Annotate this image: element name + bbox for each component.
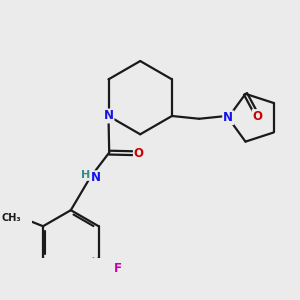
Text: H: H [81,170,90,180]
Text: O: O [134,147,144,160]
Text: CH₃: CH₃ [2,213,21,223]
Text: N: N [91,171,101,184]
Text: N: N [103,110,113,122]
Text: F: F [114,262,122,275]
Text: N: N [223,111,233,124]
Text: O: O [253,110,263,123]
